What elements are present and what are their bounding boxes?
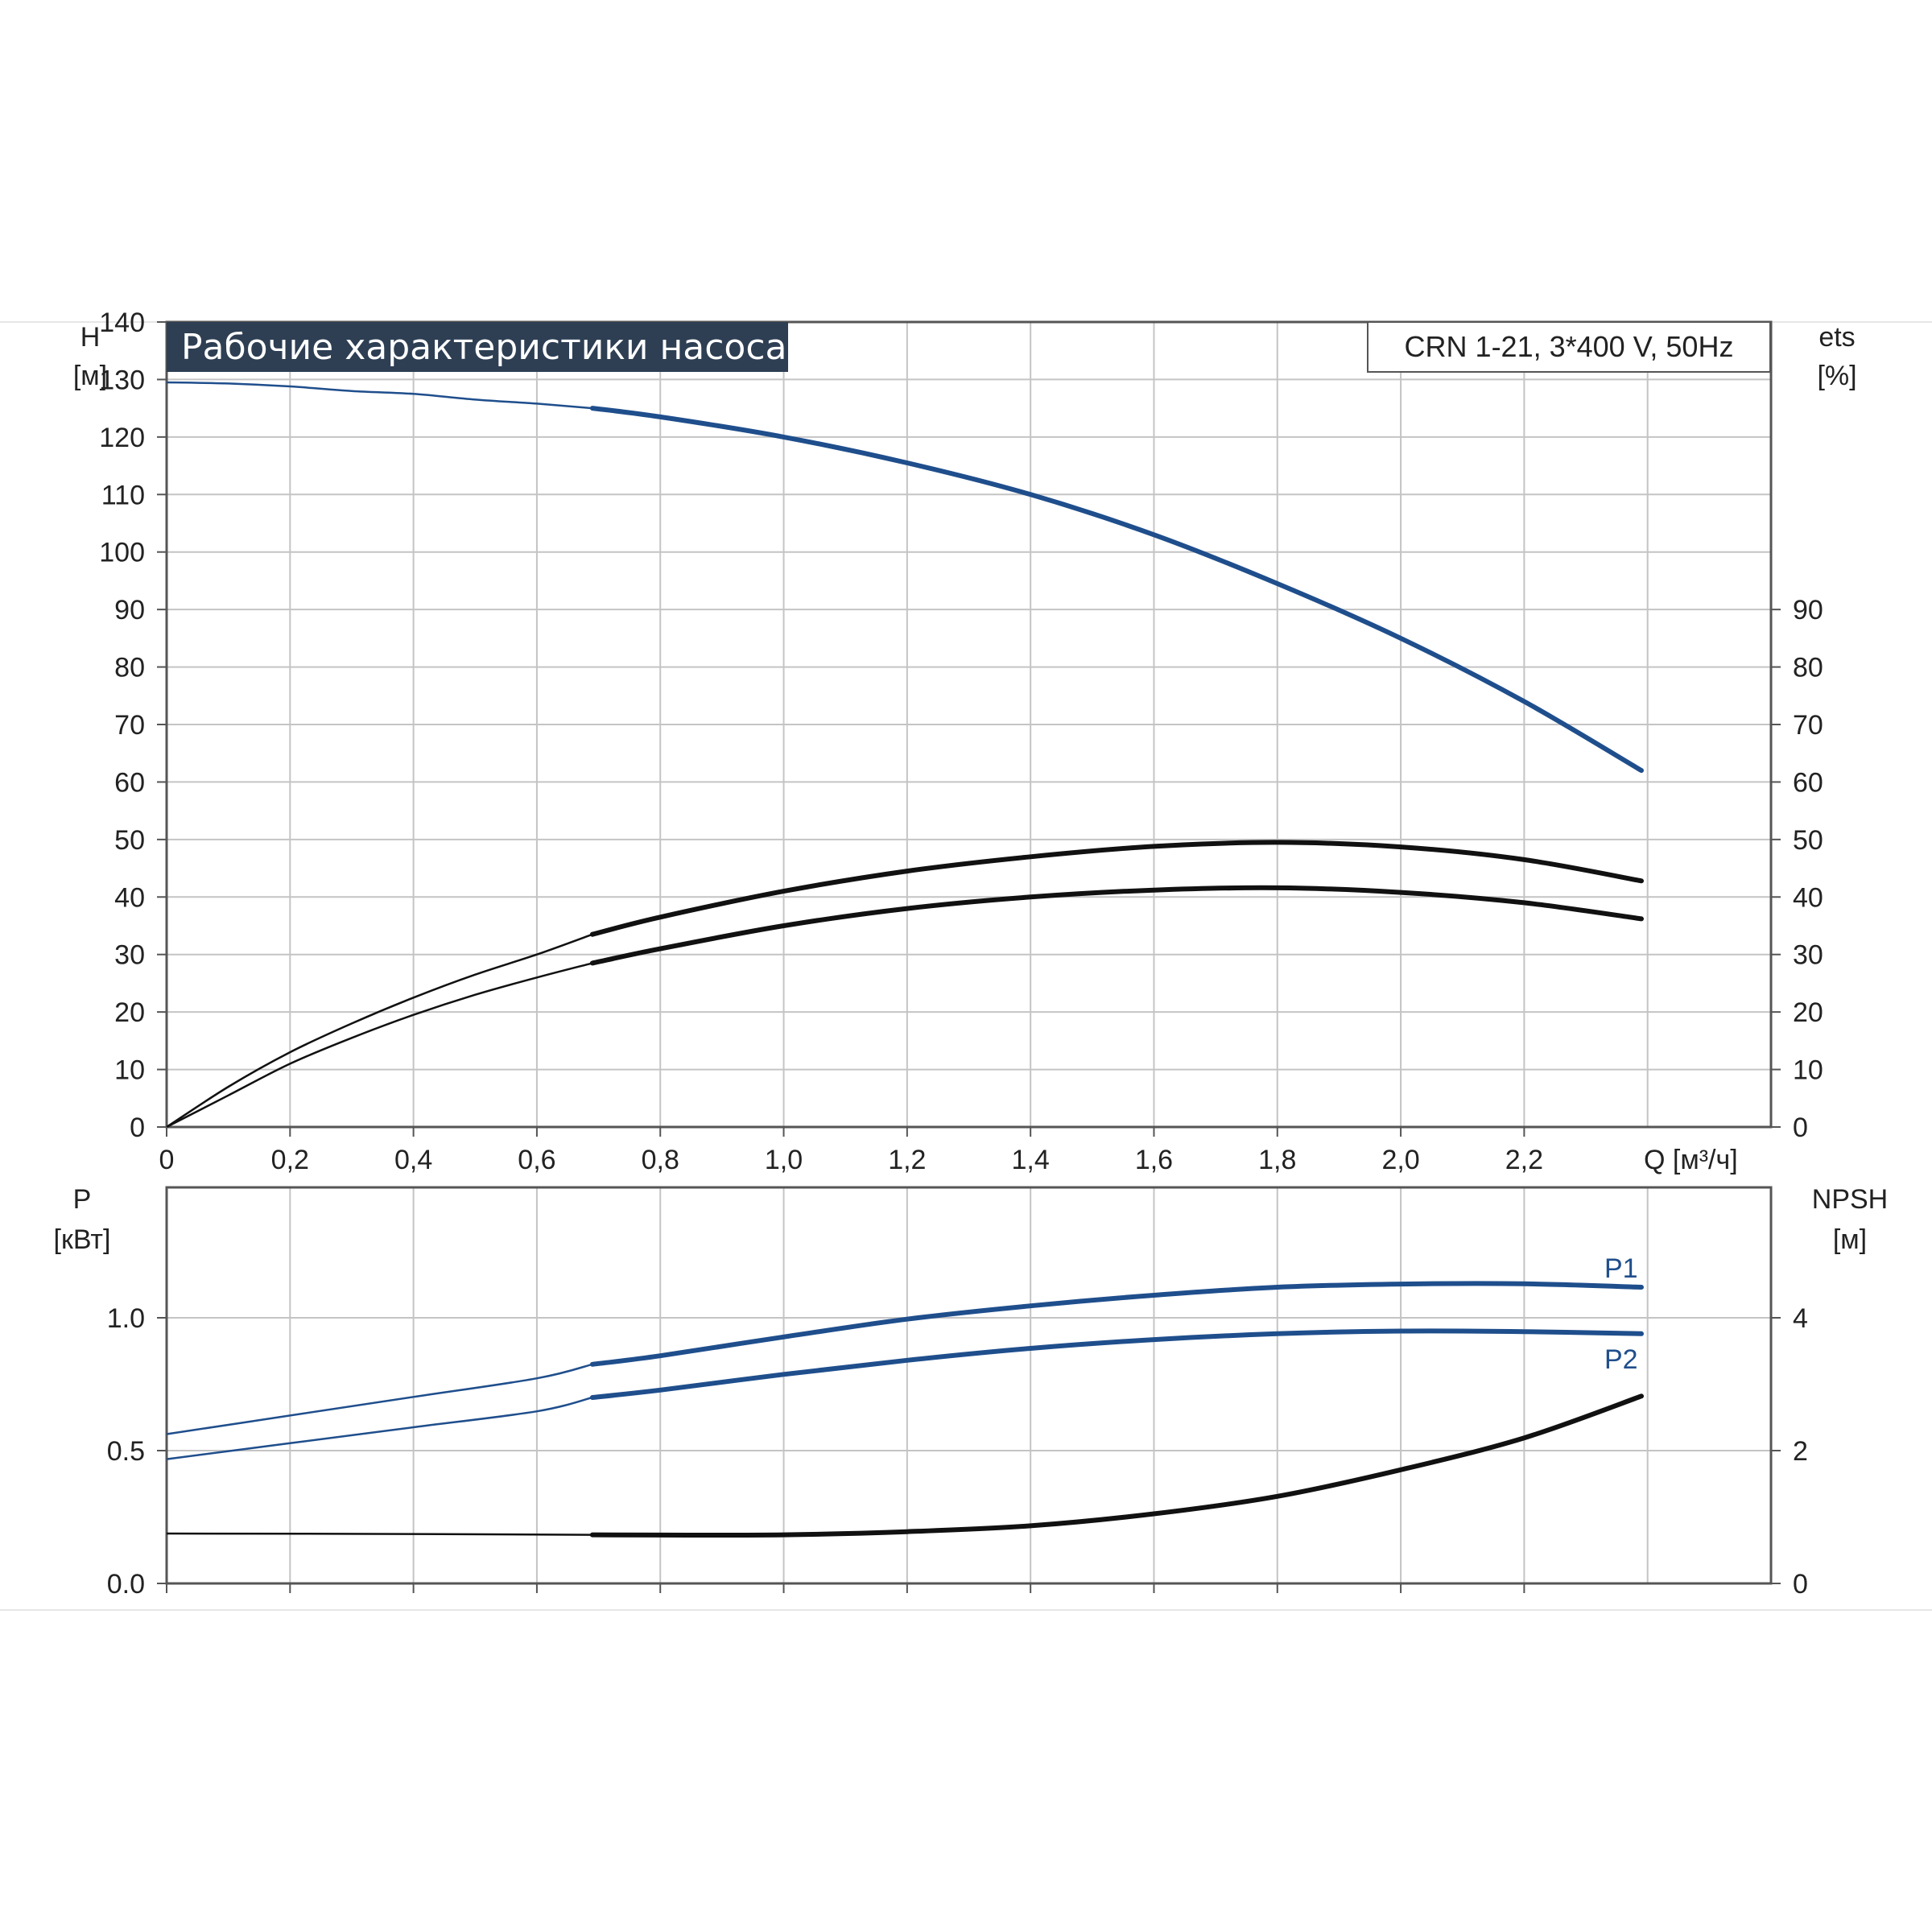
top-right-y-tick-label: 10 bbox=[1793, 1055, 1823, 1086]
bottom-right-y-tick-label: 4 bbox=[1793, 1303, 1808, 1334]
top-curve-2-thick-segment bbox=[589, 885, 1644, 966]
top-right-axis-title: ets bbox=[1818, 322, 1855, 353]
top-left-y-tick-label: 130 bbox=[99, 365, 145, 395]
bottom-panel-grid bbox=[166, 1187, 1771, 1584]
model-label: CRN 1-21, 3*400 V, 50Hz bbox=[1405, 330, 1734, 363]
top-left-y-tick-label: 70 bbox=[114, 710, 145, 741]
top-left-y-tick-label: 0 bbox=[130, 1113, 145, 1143]
p1-curve-label: P1 bbox=[1604, 1253, 1638, 1284]
bottom-right-axis-unit: [м] bbox=[1833, 1224, 1867, 1255]
top-left-y-tick-label: 60 bbox=[114, 767, 145, 798]
top-left-y-tick-label: 80 bbox=[114, 653, 145, 683]
bottom-panel-frame bbox=[165, 1186, 1773, 1585]
top-curve-1-thin-segment bbox=[166, 933, 593, 1129]
bottom-right-axis-title: NPSH bbox=[1812, 1184, 1888, 1215]
p1-thin-segment bbox=[166, 1363, 593, 1435]
top-left-y-tick-label: 50 bbox=[114, 825, 145, 856]
bottom-left-axis-title: P bbox=[73, 1184, 92, 1215]
bottom-left-y-tick-label: 0.5 bbox=[107, 1436, 145, 1467]
bottom-left-y-tick-label: 1.0 bbox=[107, 1303, 145, 1334]
top-left-y-tick-label: 40 bbox=[114, 882, 145, 913]
top-left-axis-unit: [м] bbox=[73, 361, 107, 391]
p2-curve-label: P2 bbox=[1604, 1344, 1638, 1375]
top-left-y-tick-label: 20 bbox=[114, 997, 145, 1028]
top-right-y-tick-label: 50 bbox=[1793, 825, 1823, 856]
p1-thick-segment bbox=[589, 1281, 1644, 1367]
top-left-y-tick-label: 140 bbox=[99, 308, 145, 338]
top-right-y-tick-label: 30 bbox=[1793, 940, 1823, 971]
x-tick-label: 2,0 bbox=[1381, 1145, 1419, 1175]
axis-ticks: 0 0,2 0,4 0,6 0,8 1,0 1,2 1,4 1,6 1,8 2,0 2,2010203… bbox=[99, 308, 1823, 1600]
bottom-curve-2-thin-segment bbox=[166, 1532, 592, 1536]
chart-title-box bbox=[167, 322, 788, 372]
x-tick-label: 1,8 bbox=[1258, 1145, 1296, 1175]
top-curve-1-thick-segment bbox=[589, 840, 1644, 937]
top-curve-2-thin-segment bbox=[166, 962, 593, 1129]
top-right-y-tick-label: 0 bbox=[1793, 1113, 1808, 1143]
top-left-y-tick-label: 120 bbox=[99, 423, 145, 453]
top-left-y-tick-label: 30 bbox=[114, 940, 145, 971]
x-tick-label: 0,6 bbox=[518, 1145, 555, 1175]
top-right-y-tick-label: 20 bbox=[1793, 997, 1823, 1028]
bottom-left-y-tick-label: 0.0 bbox=[107, 1569, 145, 1600]
x-tick-label: 0 bbox=[159, 1145, 175, 1175]
x-tick-label: 0,4 bbox=[394, 1145, 432, 1175]
x-tick-label: 0,2 bbox=[271, 1145, 309, 1175]
x-tick-label: 1,2 bbox=[888, 1145, 926, 1175]
model-box bbox=[1367, 321, 1771, 373]
top-curve-0-thick-segment bbox=[589, 406, 1644, 774]
x-tick-label: 1,4 bbox=[1012, 1145, 1050, 1175]
top-left-y-tick-label: 100 bbox=[99, 538, 145, 568]
bottom-panel-curves bbox=[166, 1281, 1644, 1538]
top-right-y-tick-label: 60 bbox=[1793, 767, 1823, 798]
top-left-y-tick-label: 10 bbox=[114, 1055, 145, 1086]
bottom-right-y-tick-label: 0 bbox=[1793, 1569, 1808, 1600]
x-tick-label: 0,8 bbox=[642, 1145, 679, 1175]
top-panel-curves bbox=[166, 381, 1644, 1129]
bottom-curve-2-thick-segment bbox=[589, 1393, 1644, 1538]
p2-thick-segment bbox=[589, 1328, 1644, 1400]
top-right-axis-unit: [%] bbox=[1817, 361, 1856, 391]
top-right-y-tick-label: 80 bbox=[1793, 653, 1823, 683]
top-right-y-tick-label: 40 bbox=[1793, 882, 1823, 913]
x-tick-label: 1,6 bbox=[1135, 1145, 1173, 1175]
x-axis-title: Q [м³/ч] bbox=[1644, 1145, 1738, 1175]
x-tick-label: 1,0 bbox=[765, 1145, 803, 1175]
top-right-y-tick-label: 90 bbox=[1793, 595, 1823, 625]
top-left-axis-title: H bbox=[80, 322, 101, 353]
p2-thin-segment bbox=[166, 1396, 593, 1460]
top-left-y-tick-label: 90 bbox=[114, 595, 145, 625]
chart-title: Рабочие характеристики насоса bbox=[181, 327, 786, 368]
top-left-y-tick-label: 110 bbox=[101, 480, 145, 510]
x-tick-label: 2,2 bbox=[1505, 1145, 1543, 1175]
bottom-right-y-tick-label: 2 bbox=[1793, 1436, 1808, 1467]
top-curve-0-thin-segment bbox=[166, 381, 592, 410]
top-panel-grid bbox=[166, 321, 1771, 1127]
bottom-left-axis-unit: [кВт] bbox=[54, 1224, 111, 1255]
top-right-y-tick-label: 70 bbox=[1793, 710, 1823, 741]
